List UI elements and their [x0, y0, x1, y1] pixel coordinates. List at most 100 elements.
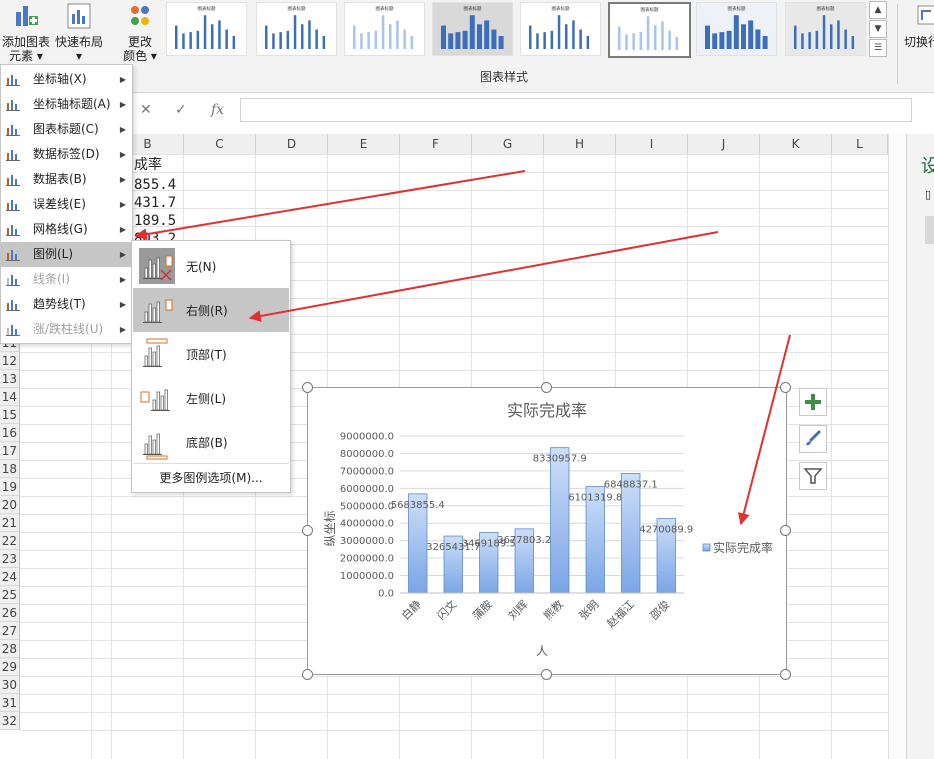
row-header-29[interactable]: 29 — [0, 658, 20, 676]
chart-filters-button[interactable] — [799, 462, 827, 490]
resize-handle[interactable] — [541, 382, 552, 393]
chart-style-bar — [293, 15, 297, 49]
cancel-icon[interactable]: ✕ — [140, 102, 152, 118]
x-axis-title[interactable]: 人 — [536, 644, 548, 658]
chart-style-thumbnail[interactable]: 图表标题 — [520, 2, 601, 56]
quick-layout-button[interactable]: 快速布局 ▾ — [54, 2, 104, 63]
chart-style-bar — [529, 25, 532, 49]
chart-style-bar — [308, 20, 311, 49]
row-header-17[interactable]: 17 — [0, 442, 20, 460]
change-color-button[interactable]: 更改 颜色 ▾ — [118, 2, 162, 63]
pane-tab-fragment[interactable] — [925, 216, 934, 244]
row-header-24[interactable]: 24 — [0, 568, 20, 586]
cell-b3[interactable]: 855.4 — [134, 177, 177, 193]
menu-item-5[interactable]: 数据表(B) ▶ — [1, 167, 132, 192]
gallery-down-button[interactable]: ▼ — [869, 20, 887, 38]
row-header-31[interactable]: 31 — [0, 694, 20, 712]
chart-style-preview: 图表标题 — [433, 3, 512, 55]
menu-item-label: 坐标轴(X) — [33, 72, 87, 86]
legend-option-label: 底部(B) — [186, 436, 228, 450]
cell-b6[interactable]: 803.2 — [134, 231, 177, 240]
row-header-27[interactable]: 27 — [0, 622, 20, 640]
menu-item-2[interactable]: 坐标轴标题(A) ▶ — [1, 92, 132, 117]
legend-option-5[interactable]: 底部(B) — [133, 420, 289, 464]
more-legend-options-item[interactable]: 更多图例选项(M)... — [159, 471, 263, 485]
row-header-25[interactable]: 25 — [0, 586, 20, 604]
row-header-28[interactable]: 28 — [0, 640, 20, 658]
chart-style-bar — [477, 24, 482, 49]
chart-style-thumbnail[interactable]: 图表标题 — [696, 2, 777, 56]
legend-none-icon — [139, 248, 175, 284]
resize-handle[interactable] — [302, 382, 313, 393]
row-header-21[interactable]: 21 — [0, 514, 20, 532]
chart-style-bar — [741, 24, 746, 49]
y-tick-label: 1000000.0 — [340, 571, 394, 582]
up-down-bars-icon — [6, 325, 20, 336]
chart-style-bar — [543, 32, 546, 49]
chart-style-bar — [550, 30, 554, 49]
add-chart-element-button[interactable]: 添加图表 元素 ▾ — [0, 2, 52, 63]
insert-function-icon[interactable]: fx — [211, 102, 225, 118]
legend-top-icon — [143, 338, 168, 367]
row-header-32[interactable]: 32 — [0, 712, 20, 730]
resize-handle[interactable] — [780, 525, 791, 536]
switch-row-column-button[interactable]: 切换行 — [904, 2, 934, 49]
resize-handle[interactable] — [302, 525, 313, 536]
lines-icon — [6, 275, 20, 286]
chart-elements-button[interactable] — [799, 388, 827, 416]
resize-handle[interactable] — [780, 382, 791, 393]
chart-styles-button[interactable] — [799, 425, 827, 453]
menu-item-3[interactable]: 图表标题(C) ▶ — [1, 117, 132, 142]
chart-style-bar — [455, 32, 461, 49]
formula-input[interactable] — [240, 98, 912, 122]
chart-style-bar — [469, 15, 475, 49]
cell-b2[interactable]: 成率 — [134, 157, 162, 173]
gallery-more-button[interactable]: ☰ — [869, 39, 887, 57]
menu-item-8[interactable]: 图例(L) ▶ — [1, 242, 132, 267]
legend-option-3[interactable]: 顶部(T) — [133, 332, 289, 376]
resize-handle[interactable] — [541, 669, 552, 680]
resize-handle[interactable] — [780, 669, 791, 680]
confirm-icon[interactable]: ✓ — [175, 102, 187, 118]
row-header-15[interactable]: 15 — [0, 406, 20, 424]
chart-style-bar — [572, 20, 575, 49]
y-axis-title[interactable]: 纵坐标 — [323, 510, 337, 546]
chart-style-preview: 图表标题 — [353, 5, 414, 49]
quick-layout-icon — [67, 3, 91, 29]
menu-item-10[interactable]: 趋势线(T) ▶ — [1, 292, 132, 317]
menu-item-1[interactable]: 坐标轴(X) ▶ — [1, 67, 132, 92]
chart-style-thumbnail[interactable]: 图表标题 — [256, 2, 337, 56]
row-header-14[interactable]: 14 — [0, 388, 20, 406]
chart-title[interactable]: 实际完成率 — [507, 401, 587, 420]
chart-style-thumbnail[interactable]: 图表标题 — [432, 2, 513, 56]
submenu-arrow-icon: ▶ — [119, 200, 126, 209]
chart-style-thumbnail[interactable]: 图表标题 — [344, 2, 425, 56]
legend-option-4[interactable]: 左侧(L) — [133, 376, 289, 420]
cell-b4[interactable]: 431.7 — [134, 195, 177, 211]
gallery-up-button[interactable]: ▲ — [869, 1, 887, 19]
row-header-18[interactable]: 18 — [0, 460, 20, 478]
chart-area[interactable]: 实际完成率 0.0 1000000.0 2000000.0 3000000.0 40000… — [307, 387, 787, 675]
cell-b5[interactable]: 189.5 — [134, 213, 177, 229]
chart-style-thumbnail[interactable]: 图表标题 — [608, 2, 691, 58]
row-header-16[interactable]: 16 — [0, 424, 20, 442]
menu-item-7[interactable]: 网格线(G) ▶ — [1, 217, 132, 242]
row-header-20[interactable]: 20 — [0, 496, 20, 514]
row-header-19[interactable]: 19 — [0, 478, 20, 496]
chart-style-thumbnail[interactable]: 图表标题 — [785, 2, 866, 56]
legend-label[interactable]: 实际完成率 — [713, 540, 773, 555]
chart-style-thumbnail[interactable]: 图表标题 — [166, 2, 247, 56]
row-header-30[interactable]: 30 — [0, 676, 20, 694]
annotation-arrow-3 — [737, 334, 791, 526]
row-header-12[interactable]: 12 — [0, 352, 20, 370]
row-header-26[interactable]: 26 — [0, 604, 20, 622]
legend-option-1[interactable]: 无(N) — [133, 244, 289, 288]
menu-item-4[interactable]: 数据标签(D) ▶ — [1, 142, 132, 167]
legend-option-2[interactable]: 右侧(R) — [133, 288, 289, 332]
row-header-23[interactable]: 23 — [0, 550, 20, 568]
menu-item-6[interactable]: 误差线(E) ▶ — [1, 192, 132, 217]
row-header-22[interactable]: 22 — [0, 532, 20, 550]
vertical-scrollbar[interactable] — [888, 134, 907, 759]
resize-handle[interactable] — [302, 669, 313, 680]
row-header-13[interactable]: 13 — [0, 370, 20, 388]
